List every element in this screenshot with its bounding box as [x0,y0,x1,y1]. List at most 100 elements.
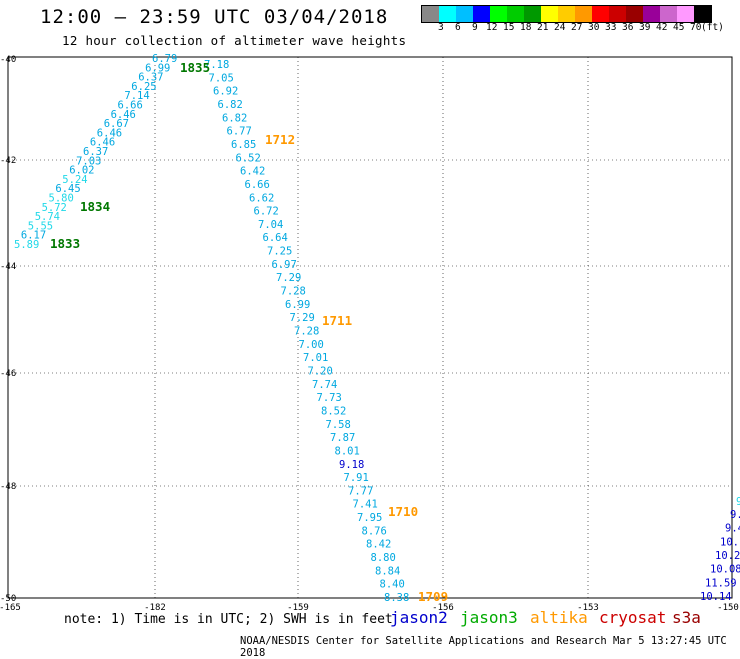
color-scale-label: 9 [472,22,478,33]
longitude-label: -159 [287,603,309,613]
swh-value-track-b: 7.77 [348,485,373,497]
swh-value-track-b: 8.01 [335,445,360,457]
swh-value-track-b: 7.25 [267,246,292,258]
color-scale-label: 30 [588,22,600,33]
swh-value-track-b: 9.18 [339,459,364,471]
legend-item-altika: altika [530,608,588,627]
latitude-label: -48 [0,482,16,492]
color-swatch [439,6,456,22]
latitude-label: -40 [0,55,16,65]
longitude-label: -182 [144,603,166,613]
swh-value-track-c: 10.1 [720,536,740,548]
swh-value-track-a: 6.46 [111,109,136,121]
swh-value-track-a: 5.72 [42,202,67,214]
swh-value-track-a: 6.46 [90,137,115,149]
swh-value-track-a: 6.99 [145,62,170,74]
legend-item-s3a: s3a [672,608,701,627]
color-scale-label: 70 [690,22,702,33]
swh-value-track-c: 10.20 [715,550,740,562]
swh-value-track-b: 6.42 [240,166,265,178]
swh-value-track-c: 10.14 [700,591,732,603]
color-scale-label: 15 [503,22,515,33]
swh-value-track-b: 7.04 [258,219,283,231]
swh-value-track-b: 8.84 [375,565,400,577]
color-swatch [473,6,490,22]
swh-value-track-b: 6.72 [254,206,279,218]
swh-value-track-b: 7.41 [353,499,378,511]
swh-value-track-b: 7.95 [357,512,382,524]
swh-value-track-a: 6.37 [83,146,108,158]
latitude-label: -46 [0,369,16,379]
legend-item-cryosat: cryosat [599,608,667,627]
swh-value-track-b: 8.38 [384,592,409,604]
swh-value-track-b: 8.40 [380,579,405,591]
footer-credit: NOAA/NESDIS Center for Satellite Applica… [240,635,727,659]
longitude-label: -153 [577,603,599,613]
swh-value-track-b: 6.82 [218,99,243,111]
pass-number-label: 1835 [180,60,210,75]
color-swatch [677,6,694,22]
longitude-label: -165 [0,603,21,613]
swh-value-track-a: 6.67 [104,118,129,130]
swh-value-track-b: 6.82 [222,112,247,124]
units-note: note: 1) Time is in UTC; 2) SWH is in fe… [64,612,393,627]
color-swatch [456,6,473,22]
swh-value-track-b: 6.92 [213,86,238,98]
swh-value-track-b: 8.52 [321,405,346,417]
color-swatch [524,6,541,22]
swh-value-track-b: 7.00 [299,339,324,351]
color-scale-label: 18 [520,22,532,33]
color-scale-label: 42 [656,22,668,33]
color-swatch [609,6,626,22]
color-swatch [490,6,507,22]
swh-value-track-a: 7.03 [76,155,101,167]
color-swatch [626,6,643,22]
swh-value-track-a: 5.89 [14,239,39,251]
color-swatch [507,6,524,22]
color-scale-label: 45 [673,22,685,33]
color-swatch [643,6,660,22]
swh-value-track-b: 8.42 [366,539,391,551]
swh-value-track-a: 6.37 [138,72,163,84]
color-scale-label: 24 [554,22,566,33]
swh-value-track-b: 7.87 [330,432,355,444]
map-subtitle: 12 hour collection of altimeter wave hei… [62,33,407,48]
color-scale-label: (ft) [701,22,724,33]
swh-value-track-c: 11.59 [705,577,737,589]
swh-value-track-a: 6.45 [55,183,80,195]
latitude-label: -44 [0,262,16,272]
swh-value-track-a: 6.17 [21,230,46,242]
latitude-label: -42 [0,156,16,166]
swh-value-track-b: 6.66 [245,179,270,191]
color-swatch [558,6,575,22]
swh-value-track-c: 10.08 [710,564,740,576]
color-scale-label: 21 [537,22,549,33]
color-scale-label: 27 [571,22,583,33]
swh-value-track-b: 6.64 [263,232,288,244]
pass-number-label: 1712 [265,132,295,147]
color-swatch [541,6,558,22]
map-frame [7,56,733,599]
swh-value-track-b: 6.62 [249,192,274,204]
map-title: 12:00 – 23:59 UTC 03/04/2018 [40,6,389,28]
color-scale-label: 36 [622,22,634,33]
swh-value-track-b: 7.29 [290,312,315,324]
swh-value-track-b: 6.52 [236,152,261,164]
color-scale-label: 33 [605,22,617,33]
color-scale-label: 12 [486,22,498,33]
swh-value-track-b: 8.80 [371,552,396,564]
pass-number-label: 1709 [418,589,448,604]
latitude-label: -50 [0,594,16,604]
color-swatch [575,6,592,22]
swh-value-track-a: 5.55 [28,220,53,232]
pass-number-label: 1710 [388,504,418,519]
color-swatch [694,6,711,22]
color-swatch [422,6,439,22]
swh-value-track-b: 7.73 [317,392,342,404]
legend-item-jason3: jason3 [460,608,518,627]
color-swatch [660,6,677,22]
swh-value-track-b: 7.29 [276,272,301,284]
swh-value-track-c: 9. [730,509,740,521]
swh-value-track-a: 5.80 [49,193,74,205]
swh-value-track-b: 7.01 [303,352,328,364]
